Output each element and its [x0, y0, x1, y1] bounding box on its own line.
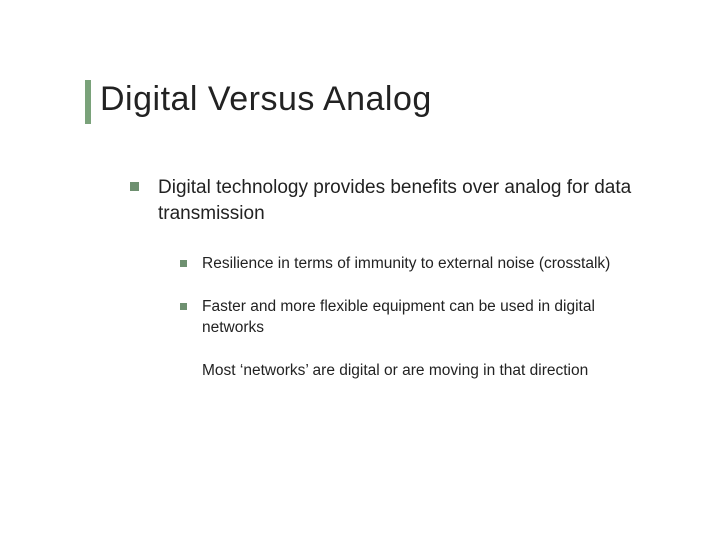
- slide-body: Digital technology provides benefits ove…: [130, 175, 660, 382]
- sub-point-text: Resilience in terms of immunity to exter…: [202, 255, 610, 272]
- main-point-text: Digital technology provides benefits ove…: [158, 177, 631, 224]
- title-accent-rule: [85, 80, 91, 124]
- square-bullet-icon: [130, 182, 139, 191]
- sub-points-wrap: Resilience in terms of immunity to exter…: [180, 254, 660, 339]
- square-bullet-icon: [180, 303, 187, 310]
- slide: Digital Versus Analog Digital technology…: [0, 0, 720, 540]
- title-wrap: Digital Versus Analog: [100, 80, 432, 119]
- slide-title: Digital Versus Analog: [100, 80, 432, 119]
- bullet-level2: Resilience in terms of immunity to exter…: [180, 254, 660, 275]
- bullet-level1: Digital technology provides benefits ove…: [130, 175, 660, 226]
- closing-text: Most ‘networks’ are digital or are movin…: [180, 361, 660, 382]
- closing-wrap: Most ‘networks’ are digital or are movin…: [180, 361, 660, 382]
- bullet-level2: Faster and more flexible equipment can b…: [180, 297, 660, 339]
- sub-point-text: Faster and more flexible equipment can b…: [202, 298, 595, 336]
- square-bullet-icon: [180, 260, 187, 267]
